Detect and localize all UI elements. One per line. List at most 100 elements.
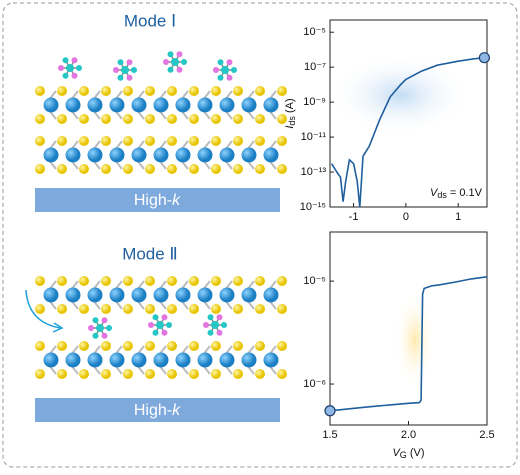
atom (43, 97, 59, 113)
atom (43, 352, 59, 368)
atom (255, 304, 265, 314)
atom (131, 147, 147, 163)
atom (213, 67, 219, 73)
atom (189, 276, 199, 286)
atom (161, 314, 168, 321)
glow (395, 290, 435, 390)
atom (131, 352, 147, 368)
atom (221, 66, 229, 74)
atom (181, 59, 187, 65)
atom (79, 369, 89, 379)
atom (92, 317, 99, 324)
atom (219, 97, 235, 113)
atom (277, 164, 287, 174)
atom (153, 97, 169, 113)
atom (233, 304, 243, 314)
atom (145, 369, 155, 379)
atom (211, 341, 221, 351)
atom (255, 114, 265, 124)
atom (123, 304, 133, 314)
atom (176, 66, 183, 73)
atom (71, 72, 78, 79)
atom (233, 136, 243, 146)
atom (131, 97, 147, 113)
atom (277, 304, 287, 314)
atom (126, 59, 133, 66)
atom (117, 74, 124, 81)
atom (255, 341, 265, 351)
atom (123, 276, 133, 286)
atom (233, 276, 243, 286)
atom (207, 314, 214, 321)
atom (101, 332, 108, 339)
atom (277, 276, 287, 286)
atom (123, 164, 133, 174)
atom (62, 57, 69, 64)
atom (87, 352, 103, 368)
atom (101, 136, 111, 146)
atom (189, 86, 199, 96)
atom (43, 147, 59, 163)
atom (255, 369, 265, 379)
atom (277, 369, 287, 379)
atom (65, 352, 81, 368)
line (329, 276, 488, 412)
atom (255, 164, 265, 174)
marker (324, 405, 336, 417)
atom (65, 287, 81, 303)
atom (57, 86, 67, 96)
atom (57, 114, 67, 124)
illustration (35, 51, 287, 379)
atom (277, 114, 287, 124)
atom (35, 304, 45, 314)
x-tick-label: -1 (349, 211, 359, 223)
atom (163, 59, 169, 65)
atom (35, 276, 45, 286)
atom (152, 314, 159, 321)
atom (226, 74, 233, 81)
atom (211, 164, 221, 174)
atom (66, 64, 74, 72)
y-tick-label: 10⁻¹⁵ (300, 201, 326, 213)
atom (101, 114, 111, 124)
atom (211, 114, 221, 124)
atom (79, 86, 89, 96)
atom (123, 341, 133, 351)
atom (113, 67, 119, 73)
atom (197, 287, 213, 303)
x-tick-label: 1 (455, 211, 461, 223)
y-axis-label: Ids (A) (284, 98, 297, 128)
atom (197, 97, 213, 113)
atom (211, 321, 219, 329)
atom (123, 369, 133, 379)
atom (101, 86, 111, 96)
substrate (35, 188, 280, 212)
atom (167, 164, 177, 174)
atom (58, 65, 64, 71)
atom (131, 287, 147, 303)
atom (161, 329, 168, 336)
atom (153, 147, 169, 163)
y-tick-label: 10⁻⁹ (303, 96, 326, 108)
atom (189, 114, 199, 124)
atom (57, 136, 67, 146)
atom (65, 147, 81, 163)
atom (123, 136, 133, 146)
atom (231, 67, 237, 73)
y-tick-label: 10⁻⁵ (303, 275, 326, 287)
atom (167, 304, 177, 314)
atom (123, 86, 133, 96)
mode-title: Mode Ⅰ (124, 11, 176, 30)
atom (211, 136, 221, 146)
atom (167, 66, 174, 73)
atom (79, 164, 89, 174)
atom (167, 341, 177, 351)
atom (263, 352, 279, 368)
x-tick-label: 2.0 (401, 429, 416, 441)
atom (96, 324, 104, 332)
atom (109, 147, 125, 163)
line (330, 56, 485, 208)
y-tick-label: 10⁻⁵ (303, 26, 326, 38)
atom (79, 341, 89, 351)
